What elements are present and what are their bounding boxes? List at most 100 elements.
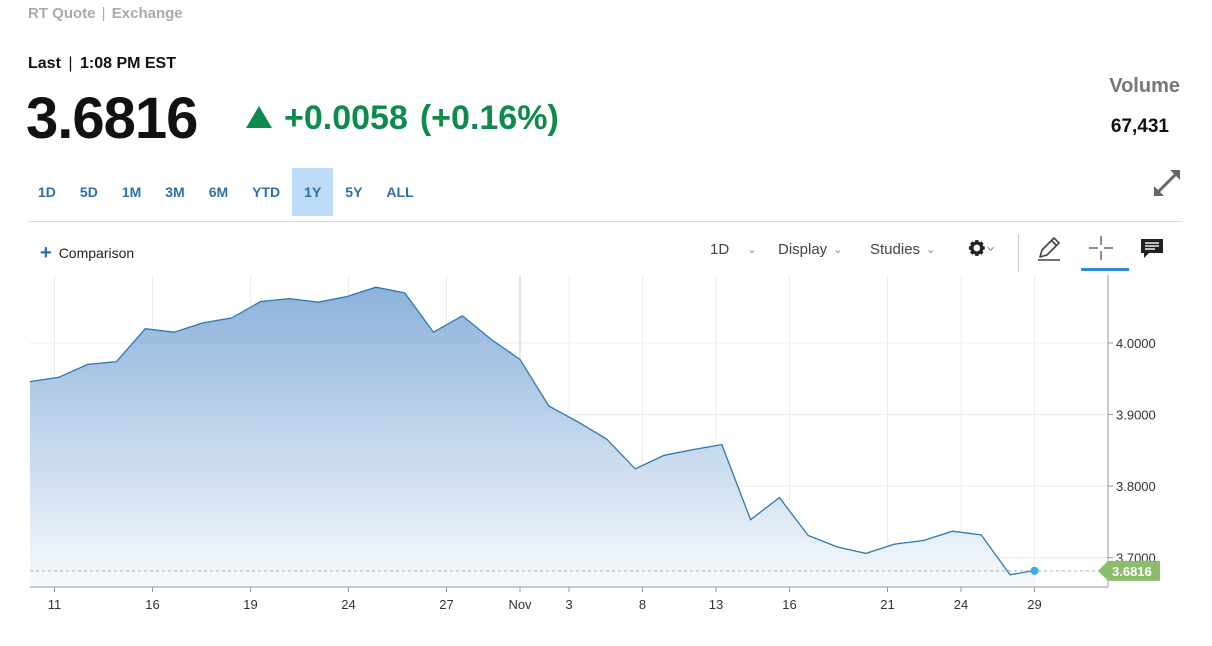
range-tab-6m[interactable]: 6M <box>208 184 229 200</box>
x-tick-label: 8 <box>639 597 646 612</box>
studies-label: Studies <box>870 241 921 258</box>
last-trade-line: Last | 1:08 PM EST <box>28 55 176 73</box>
price-area-fill <box>30 287 1035 587</box>
data-point <box>201 321 205 325</box>
data-point <box>749 518 753 522</box>
crosshair-icon[interactable] <box>1086 233 1116 263</box>
range-tab-all[interactable]: ALL <box>386 184 414 200</box>
data-point <box>316 300 320 304</box>
price-change: +0.0058 (+0.16%) <box>246 98 559 138</box>
data-point <box>979 533 983 537</box>
exchange-label: Exchange <box>111 5 183 22</box>
x-tick-label: Nov <box>508 597 532 612</box>
x-tick-label: 21 <box>880 597 894 612</box>
volume-value: 67,431 <box>1110 116 1169 137</box>
data-point <box>143 327 147 331</box>
up-arrow-icon <box>246 106 272 128</box>
data-point <box>230 316 234 320</box>
last-price-badge <box>1098 560 1160 581</box>
studies-dropdown[interactable]: Studies ⌄ <box>870 241 935 258</box>
display-dropdown[interactable]: Display ⌄ <box>778 241 842 258</box>
quote-source-label: RT Quote | Exchange <box>28 5 183 22</box>
chevron-down-icon: ⌄ <box>926 244 936 256</box>
data-point <box>518 357 522 361</box>
last-price: 3.6816 <box>26 86 198 151</box>
data-point <box>403 291 407 295</box>
data-point <box>720 443 724 447</box>
interval-dropdown[interactable]: 1D ⌄ <box>710 241 756 258</box>
data-point <box>374 285 378 289</box>
y-tick-label: 4.0000 <box>1116 336 1156 351</box>
x-tick-label: 27 <box>439 597 453 612</box>
change-percent: (+0.16%) <box>419 99 559 137</box>
x-tick-label: 24 <box>954 597 968 612</box>
toolbar-divider <box>1018 234 1019 272</box>
range-tab-5d[interactable]: 5D <box>79 184 98 200</box>
data-point <box>57 375 61 379</box>
range-tab-1d[interactable]: 1D <box>38 184 56 200</box>
interval-label: 1D <box>710 241 730 258</box>
data-point <box>835 545 839 549</box>
rt-quote-label: RT Quote <box>28 5 96 22</box>
gear-icon[interactable] <box>966 233 996 263</box>
chevron-down-icon: ⌄ <box>833 244 843 256</box>
last-price-badge-label: 3.6816 <box>1112 564 1152 579</box>
data-point <box>864 551 868 555</box>
range-tab-ytd[interactable]: YTD <box>252 184 281 200</box>
plus-icon: + <box>40 242 52 264</box>
data-point <box>460 314 464 318</box>
data-point <box>662 453 666 457</box>
data-point <box>777 496 781 500</box>
pencil-icon[interactable] <box>1034 233 1064 263</box>
range-tab-1y[interactable]: 1Y <box>292 168 334 216</box>
expand-icon[interactable] <box>1150 166 1184 200</box>
data-point <box>604 437 608 441</box>
comment-icon[interactable] <box>1137 233 1167 263</box>
range-tab-1m[interactable]: 1M <box>121 184 142 200</box>
data-point <box>259 299 263 303</box>
last-time: 1:08 PM EST <box>79 55 176 72</box>
data-point <box>547 404 551 408</box>
last-separator: | <box>68 55 73 72</box>
data-point <box>633 467 637 471</box>
range-tab-3m[interactable]: 3M <box>165 184 185 200</box>
data-point <box>806 533 810 537</box>
range-tab-5y[interactable]: 5Y <box>345 184 363 200</box>
last-label: Last <box>28 55 61 72</box>
display-label: Display <box>778 241 828 258</box>
last-price-dot <box>1030 566 1039 575</box>
change-value: +0.0058 <box>284 99 408 137</box>
data-point <box>893 542 897 546</box>
comparison-label: Comparison <box>58 245 135 261</box>
data-point <box>172 330 176 334</box>
data-point <box>1008 573 1012 577</box>
x-tick-label: 29 <box>1027 597 1041 612</box>
chevron-down-icon: ⌄ <box>747 244 757 256</box>
x-tick-label: 24 <box>341 597 355 612</box>
data-point <box>489 337 493 341</box>
range-tabs: 1D 5D 1M 3M 6M YTD 1Y 5Y ALL <box>26 168 426 216</box>
data-point <box>950 529 954 533</box>
volume-label: Volume <box>1109 75 1180 97</box>
y-tick-label: 3.8000 <box>1116 479 1156 494</box>
data-point <box>345 294 349 298</box>
x-tick-label: 11 <box>48 597 62 612</box>
data-point <box>691 448 695 452</box>
y-tick-label: 3.9000 <box>1116 408 1156 423</box>
crosshair-active-indicator <box>1081 268 1129 271</box>
data-point <box>28 380 32 384</box>
source-separator: | <box>101 5 106 22</box>
x-tick-label: 19 <box>243 597 257 612</box>
x-tick-label: 16 <box>145 597 159 612</box>
header-divider <box>28 221 1182 222</box>
data-point <box>287 297 291 301</box>
x-tick-label: 3 <box>565 597 572 612</box>
price-line <box>29 286 1035 576</box>
data-point <box>86 362 90 366</box>
x-tick-label: 13 <box>709 597 723 612</box>
data-point <box>114 360 118 364</box>
x-tick-label: 16 <box>782 597 796 612</box>
data-point <box>922 538 926 542</box>
comparison-button[interactable]: + Comparison <box>40 243 134 263</box>
